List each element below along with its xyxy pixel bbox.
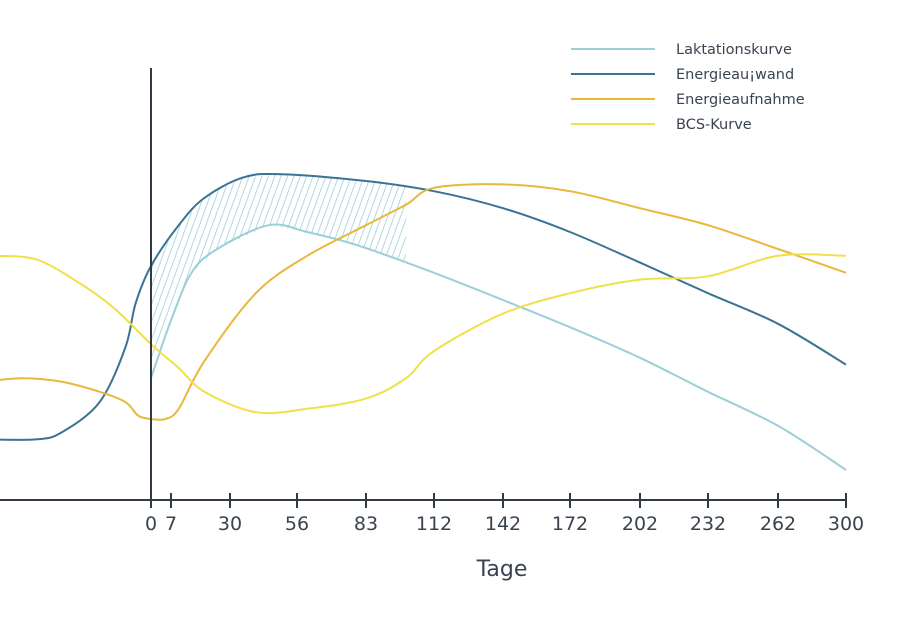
energy-deficit-shaded-area	[151, 174, 406, 379]
series-lines	[0, 172, 847, 471]
x-tick-label: 56	[285, 513, 309, 535]
x-ticks: 0 7 30 56 83 112 142 172 202 232 262 300	[145, 493, 864, 535]
x-tick-label: 262	[760, 513, 796, 535]
x-tick-label: 30	[218, 513, 242, 535]
legend-label: Energieau¡wand	[676, 67, 794, 83]
legend-label: Laktationskurve	[676, 42, 792, 58]
series-line-bcs-kurve	[0, 253, 847, 415]
x-tick-label: 232	[690, 513, 726, 535]
x-tick-label: 300	[828, 513, 864, 535]
legend-label: BCS-Kurve	[676, 117, 752, 133]
x-tick-label: 0	[145, 513, 157, 535]
x-axis-label: Tage	[476, 557, 528, 582]
series-line-laktationskurve	[150, 223, 847, 471]
x-tick-label: 202	[622, 513, 658, 535]
x-tick-label: 7	[165, 513, 177, 535]
series-line-energieaufnahme	[0, 183, 847, 421]
series-line-energieau-wand	[0, 172, 847, 441]
chart-axes	[0, 68, 846, 501]
x-tick-label: 142	[485, 513, 521, 535]
x-tick-label: 83	[354, 513, 378, 535]
x-tick-label: 112	[416, 513, 452, 535]
legend-label: Energieaufnahme	[676, 92, 805, 108]
energy-deficit-hatch	[151, 174, 406, 379]
x-tick-label: 172	[552, 513, 588, 535]
legend: Laktationskurve Energieau¡wand Energieaufn…	[571, 42, 805, 133]
